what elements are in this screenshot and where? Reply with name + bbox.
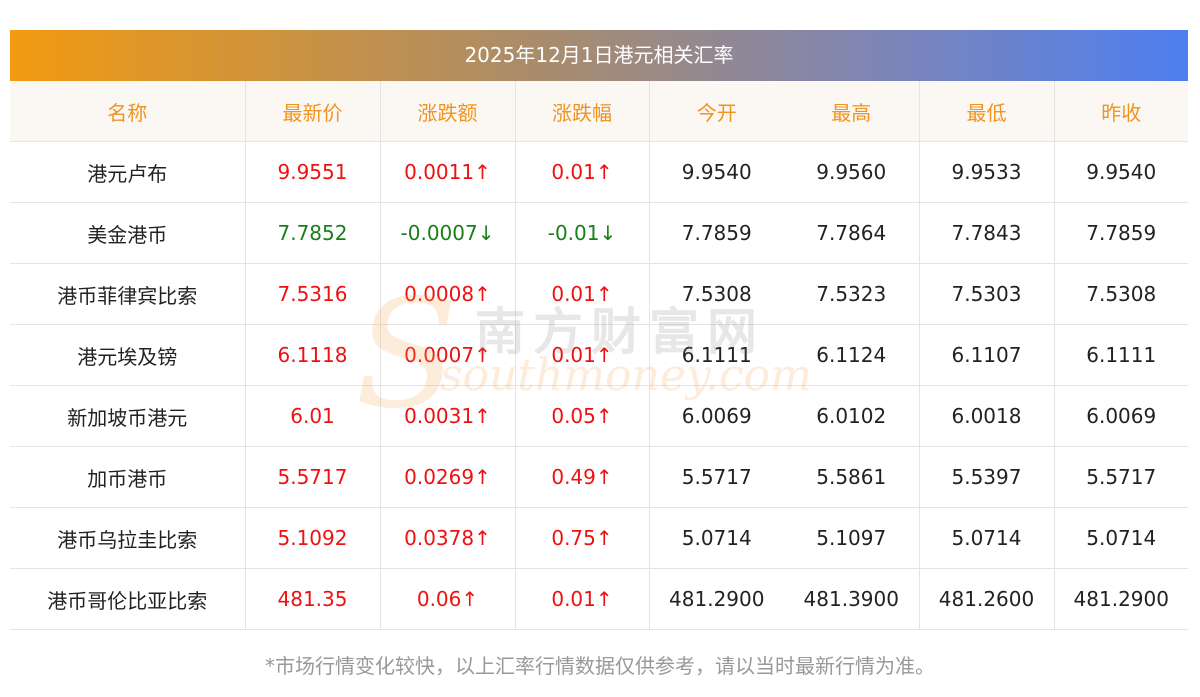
cell-name: 港币菲律宾比索 (10, 263, 245, 325)
cell-change: 0.0007↑ (379, 324, 515, 386)
cell-low: 481.2600 (918, 568, 1054, 630)
cell-latest: 6.01 (244, 385, 380, 447)
cell-name: 港币乌拉圭比索 (10, 507, 245, 569)
cell-latest: 5.5717 (244, 446, 380, 508)
cell-change: 0.0378↑ (379, 507, 515, 569)
cell-open: 481.2900 (648, 568, 784, 630)
table-row: 港元埃及镑 6.1118 0.0007↑ 0.01↑ 6.1111 6.1124 6.110… (10, 324, 1188, 386)
cell-change: 0.0008↑ (379, 263, 515, 325)
cell-prev: 5.5717 (1053, 446, 1188, 508)
cell-pct: 0.01↑ (514, 324, 649, 386)
cell-name: 港元埃及镑 (10, 324, 245, 386)
cell-latest: 7.5316 (244, 263, 380, 325)
cell-latest: 9.9551 (244, 141, 380, 203)
table-row: 加币港币 5.5717 0.0269↑ 0.49↑ 5.5717 5.5861 5.5397… (10, 446, 1188, 508)
cell-change: 0.0011↑ (379, 141, 515, 203)
cell-open: 6.1111 (648, 324, 784, 386)
table-row: 港币哥伦比亚比索 481.35 0.06↑ 0.01↑ 481.2900 481.3900… (10, 568, 1188, 630)
exchange-rate-table: 名称 最新价 涨跌额 涨跌幅 今开 最高 最低 昨收 港元卢布 9.9551 0.0… (10, 81, 1188, 630)
header-latest: 最新价 (244, 81, 380, 142)
cell-low: 5.5397 (918, 446, 1054, 508)
table-row: 港元卢布 9.9551 0.0011↑ 0.01↑ 9.9540 9.9560 9.9533… (10, 141, 1188, 203)
header-row: 名称 最新价 涨跌额 涨跌幅 今开 最高 最低 昨收 (10, 81, 1188, 142)
cell-latest: 481.35 (244, 568, 380, 630)
cell-low: 6.1107 (918, 324, 1054, 386)
cell-name: 港元卢布 (10, 141, 245, 203)
cell-name: 加币港币 (10, 446, 245, 508)
cell-pct: 0.01↑ (514, 263, 649, 325)
header-open: 今开 (648, 81, 784, 142)
header-prev: 昨收 (1053, 81, 1188, 142)
cell-low: 6.0018 (918, 385, 1054, 447)
table-row: 美金港币 7.7852 -0.0007↓ -0.01↓ 7.7859 7.7864 7.78… (10, 202, 1188, 264)
cell-latest: 7.7852 (244, 202, 380, 264)
disclaimer-footnote: *市场行情变化较快，以上汇率行情数据仅供参考，请以当时最新行情为准。 (265, 654, 935, 678)
cell-low: 7.5303 (918, 263, 1054, 325)
header-high: 最高 (784, 81, 919, 142)
cell-latest: 5.1092 (244, 507, 380, 569)
cell-high: 9.9560 (784, 141, 919, 203)
header-pct: 涨跌幅 (514, 81, 649, 142)
cell-prev: 7.5308 (1053, 263, 1188, 325)
cell-prev: 6.0069 (1053, 385, 1188, 447)
table-row: 港币菲律宾比索 7.5316 0.0008↑ 0.01↑ 7.5308 7.5323 7.5… (10, 263, 1188, 325)
cell-latest: 6.1118 (244, 324, 380, 386)
cell-prev: 5.0714 (1053, 507, 1188, 569)
cell-pct: 0.75↑ (514, 507, 649, 569)
header-change: 涨跌额 (379, 81, 515, 142)
cell-open: 9.9540 (648, 141, 784, 203)
cell-low: 9.9533 (918, 141, 1054, 203)
table-row: 新加坡币港元 6.01 0.0031↑ 0.05↑ 6.0069 6.0102 6.0018… (10, 385, 1188, 447)
cell-low: 7.7843 (918, 202, 1054, 264)
cell-pct: 0.01↑ (514, 568, 649, 630)
table-title: 2025年12月1日港元相关汇率 (10, 30, 1188, 81)
cell-pct: 0.01↑ (514, 141, 649, 203)
cell-name: 新加坡币港元 (10, 385, 245, 447)
cell-high: 6.0102 (784, 385, 919, 447)
cell-high: 5.1097 (784, 507, 919, 569)
header-name: 名称 (10, 81, 245, 142)
cell-high: 6.1124 (784, 324, 919, 386)
cell-prev: 9.9540 (1053, 141, 1188, 203)
cell-pct: -0.01↓ (514, 202, 649, 264)
cell-pct: 0.05↑ (514, 385, 649, 447)
rate-table-container: 2025年12月1日港元相关汇率 名称 最新价 涨跌额 涨跌幅 今开 最高 最低… (10, 30, 1188, 630)
cell-open: 7.5308 (648, 263, 784, 325)
cell-high: 7.5323 (784, 263, 919, 325)
cell-change: 0.0031↑ (379, 385, 515, 447)
cell-open: 5.5717 (648, 446, 784, 508)
cell-open: 6.0069 (648, 385, 784, 447)
cell-prev: 7.7859 (1053, 202, 1188, 264)
cell-change: 0.0269↑ (379, 446, 515, 508)
cell-open: 5.0714 (648, 507, 784, 569)
cell-prev: 6.1111 (1053, 324, 1188, 386)
cell-prev: 481.2900 (1053, 568, 1188, 630)
table-row: 港币乌拉圭比索 5.1092 0.0378↑ 0.75↑ 5.0714 5.1097 5.0… (10, 507, 1188, 569)
cell-high: 7.7864 (784, 202, 919, 264)
cell-name: 港币哥伦比亚比索 (10, 568, 245, 630)
cell-name: 美金港币 (10, 202, 245, 264)
cell-pct: 0.49↑ (514, 446, 649, 508)
cell-low: 5.0714 (918, 507, 1054, 569)
cell-high: 481.3900 (784, 568, 919, 630)
cell-high: 5.5861 (784, 446, 919, 508)
cell-change: 0.06↑ (379, 568, 515, 630)
cell-open: 7.7859 (648, 202, 784, 264)
cell-change: -0.0007↓ (379, 202, 515, 264)
header-low: 最低 (918, 81, 1054, 142)
